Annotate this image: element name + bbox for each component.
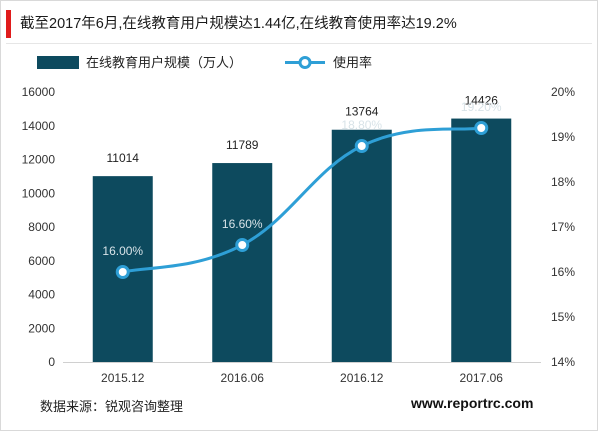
y-left-tick-label: 8000	[28, 220, 55, 234]
y-left-tick-label: 14000	[22, 119, 56, 133]
y-right-tick-label: 17%	[551, 220, 575, 234]
line-value-label: 16.60%	[222, 217, 263, 231]
y-right-tick-label: 20%	[551, 85, 575, 99]
x-tick-label: 2016.12	[340, 371, 384, 385]
line-value-label: 18.80%	[341, 118, 382, 132]
y-left-tick-label: 6000	[28, 254, 55, 268]
line-value-label: 16.00%	[102, 244, 143, 258]
bar-value-label: 11014	[107, 151, 140, 165]
legend-line-label: 使用率	[333, 55, 372, 70]
bar-value-label: 14426	[465, 94, 499, 108]
y-right-tick-label: 14%	[551, 355, 575, 369]
bar-value-label: 11789	[226, 138, 259, 152]
title-accent-bar	[6, 10, 11, 38]
x-tick-label: 2016.06	[221, 371, 265, 385]
data-source: 数据来源：锐观咨询整理	[40, 399, 184, 414]
legend-bar-label: 在线教育用户规模（万人）	[86, 55, 242, 70]
y-right-tick-label: 16%	[551, 265, 575, 279]
y-left-tick-label: 12000	[22, 153, 56, 167]
bar	[451, 118, 512, 362]
line-point	[354, 139, 369, 153]
legend-bar-swatch	[37, 56, 79, 69]
title-divider	[6, 43, 592, 44]
y-left-tick-label: 10000	[22, 186, 56, 200]
chart-title: 截至2017年6月,在线教育用户规模达1.44亿,在线教育使用率达19.2%	[20, 16, 457, 32]
y-left-tick-label: 16000	[22, 85, 56, 99]
legend-line-marker	[298, 56, 312, 69]
bar-value-label: 13764	[345, 105, 379, 119]
y-left-tick-label: 0	[48, 355, 55, 369]
y-right-tick-label: 19%	[551, 130, 575, 144]
y-right-tick-label: 18%	[551, 175, 575, 189]
bar	[331, 129, 392, 362]
line-point	[235, 238, 250, 252]
x-tick-label: 2017.06	[460, 371, 504, 385]
x-tick-label: 2015.12	[101, 371, 145, 385]
y-left-tick-label: 2000	[28, 321, 55, 335]
bar	[212, 163, 273, 362]
line-point	[115, 265, 130, 279]
website-url: www.reportrc.com	[411, 395, 534, 411]
y-right-tick-label: 15%	[551, 310, 575, 324]
line-point	[474, 121, 489, 135]
line-value-label: 19.20%	[461, 100, 502, 114]
usage-rate-line	[122, 126, 482, 274]
y-left-tick-label: 4000	[28, 288, 55, 302]
